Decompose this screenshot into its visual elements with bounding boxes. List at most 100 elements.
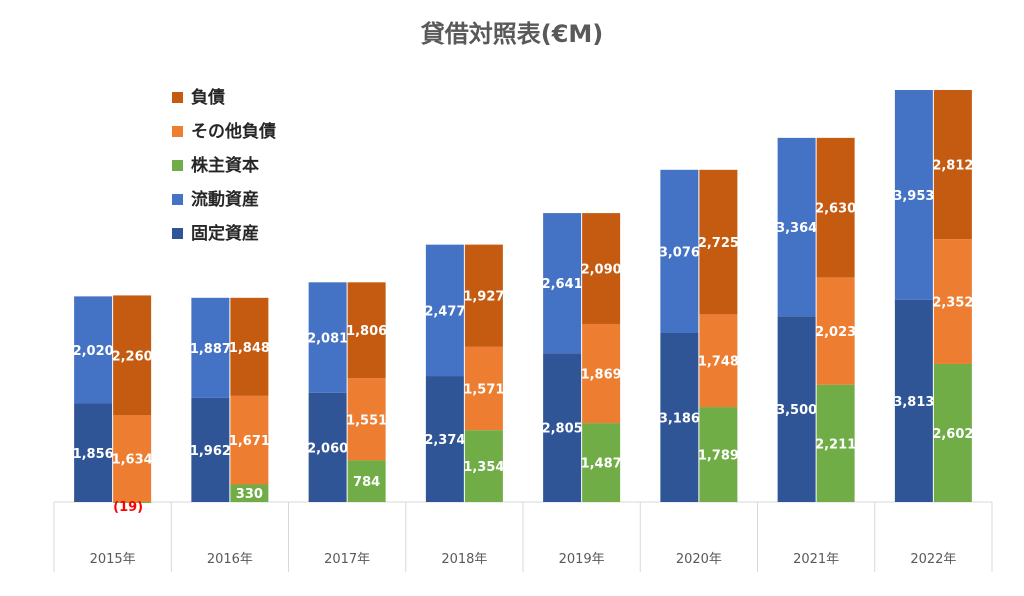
- data-label-negative: (19): [113, 500, 143, 515]
- bar-segment: [425, 244, 464, 377]
- bar-segment: [816, 277, 855, 385]
- bar-segment: [699, 169, 738, 315]
- legend-label: 固定資産: [191, 223, 259, 244]
- data-label: 2,374: [424, 433, 465, 448]
- bar-segment: [582, 213, 621, 324]
- bar-segment: [425, 376, 464, 502]
- data-label: 330: [236, 487, 263, 502]
- data-label: 1,927: [463, 290, 504, 305]
- bar-stacks: [74, 90, 972, 504]
- bar-segment: [230, 484, 269, 502]
- data-label: 2,725: [698, 236, 739, 251]
- x-tick-label: 2015年: [90, 552, 136, 567]
- data-label: 1,869: [581, 368, 622, 383]
- legend-swatch: [172, 126, 183, 137]
- bar-segment: [816, 137, 855, 278]
- x-tick-label: 2019年: [559, 552, 605, 567]
- data-label: 3,813: [893, 395, 934, 410]
- data-label: 1,856: [73, 447, 114, 462]
- data-label: 2,477: [424, 304, 465, 319]
- x-tick-label: 2022年: [910, 552, 956, 567]
- bar-segment: [230, 395, 269, 485]
- bar-segment: [933, 90, 972, 240]
- data-label: 2,602: [932, 427, 973, 442]
- bar-segment: [464, 244, 503, 347]
- bar-segment: [699, 407, 738, 502]
- legend-label: 株主資本: [191, 155, 259, 176]
- data-label: 3,186: [659, 411, 700, 426]
- data-label: 2,023: [815, 325, 856, 340]
- legend-label: 負債: [191, 87, 225, 108]
- legend-swatch: [172, 228, 183, 239]
- data-label: 2,081: [307, 332, 348, 347]
- data-labels: 1,856 2,020 1,962 1,887 2,060 2,081 2,374 2,477…: [73, 159, 974, 515]
- bar-segment: [308, 392, 347, 502]
- bar-segment: [464, 346, 503, 431]
- bar-segment: [543, 353, 582, 502]
- bar-segment: [347, 460, 386, 502]
- bar-segment: [230, 297, 269, 396]
- bar-segment: [347, 282, 386, 379]
- data-label: 2,630: [815, 202, 856, 217]
- data-label: 2,020: [73, 344, 114, 359]
- data-label: 3,076: [659, 245, 700, 260]
- x-tick-label: 2018年: [441, 552, 487, 567]
- legend-label: その他負債: [191, 121, 276, 142]
- data-label: 1,671: [229, 434, 270, 449]
- data-label: 2,805: [542, 422, 583, 437]
- data-label: 1,487: [581, 457, 622, 472]
- data-label: 1,887: [190, 342, 231, 357]
- bar-segment: [543, 213, 582, 354]
- bar-segment: [894, 299, 933, 502]
- data-label: 2,260: [112, 349, 153, 364]
- x-tick-label: 2021年: [793, 552, 839, 567]
- bar-segment: [777, 137, 816, 317]
- bar-segment: [191, 297, 230, 398]
- bar-segment: [308, 282, 347, 393]
- bar-segment: [933, 363, 972, 502]
- bar-segment: [933, 239, 972, 364]
- bar-segment: [660, 169, 699, 333]
- data-label: 1,551: [346, 413, 387, 428]
- bar-segment: [113, 295, 152, 416]
- x-tick-label: 2020年: [676, 552, 722, 567]
- data-label: 2,060: [307, 441, 348, 456]
- data-label: 1,354: [463, 460, 504, 475]
- bar-segment: [113, 415, 152, 502]
- data-label: 2,352: [932, 296, 973, 311]
- data-label: 3,364: [776, 221, 817, 236]
- bar-segment: [816, 384, 855, 502]
- bar-segment: [699, 314, 738, 408]
- bar-segment-negative: [113, 502, 152, 504]
- chart-title: 貸借対照表(€M): [421, 20, 604, 48]
- bar-segment: [464, 430, 503, 502]
- bar-segment: [74, 296, 113, 404]
- bar-segment: [582, 323, 621, 424]
- data-label: 1,848: [229, 341, 270, 356]
- legend-swatch: [172, 194, 183, 205]
- bar-segment: [191, 397, 230, 502]
- data-label: 1,962: [190, 444, 231, 459]
- data-label: 2,211: [815, 437, 856, 452]
- bar-segment: [74, 403, 113, 502]
- x-axis: 2015年 2016年 2017年 2018年 2019年 2020年 2021年 2022年: [53, 501, 993, 572]
- data-label: 2,812: [932, 159, 973, 174]
- data-label: 2,641: [542, 277, 583, 292]
- legend-swatch: [172, 92, 183, 103]
- data-label: 2,090: [581, 263, 622, 278]
- data-label: 3,500: [776, 403, 817, 418]
- bar-segment: [894, 90, 933, 300]
- x-tick-label: 2017年: [324, 552, 370, 567]
- legend-swatch: [172, 160, 183, 171]
- legend-label: 流動資産: [191, 189, 259, 210]
- bar-segment: [582, 423, 621, 502]
- x-tick-label: 2016年: [207, 552, 253, 567]
- data-label: 1,806: [346, 324, 387, 339]
- bar-segment: [660, 332, 699, 502]
- data-label: 784: [353, 475, 380, 490]
- data-label: 1,634: [112, 453, 153, 468]
- data-label: 1,571: [463, 382, 504, 397]
- bar-segment: [347, 378, 386, 461]
